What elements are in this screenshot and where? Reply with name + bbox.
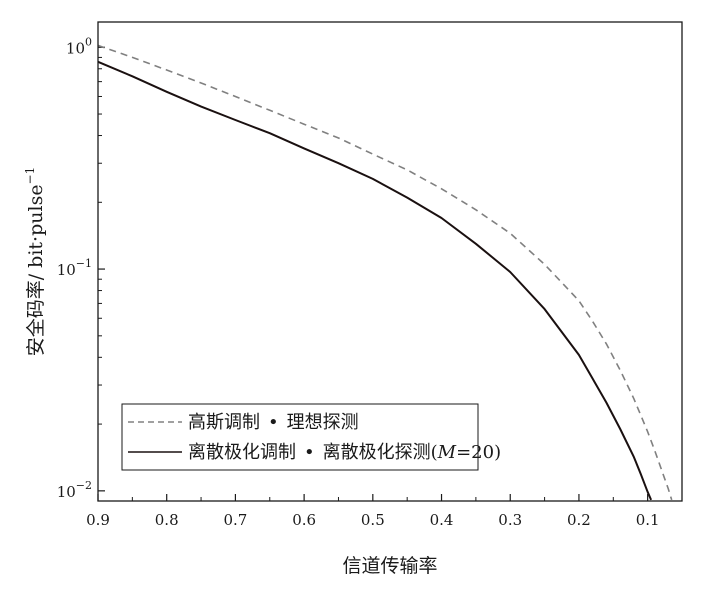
y-axis-title-superscript: −1 <box>23 167 37 185</box>
x-tick-label: 0.3 <box>498 511 522 529</box>
y-tick-label: 10−1 <box>57 257 92 279</box>
y-tick-label: 100 <box>66 35 92 57</box>
legend-label-discrete: 离散极化调制 • 离散极化探测(M=20) <box>188 442 501 463</box>
plot-frame <box>97 21 683 502</box>
x-tick-label: 0.4 <box>430 511 454 529</box>
x-axis-title: 信道传输率 <box>342 555 437 577</box>
x-tick-label: 0.2 <box>567 511 591 529</box>
x-tick-label: 0.8 <box>155 511 179 529</box>
y-tick-label: 10−2 <box>57 479 92 501</box>
legend-label-discrete-m: M <box>437 442 457 463</box>
legend-label-gaussian: 高斯调制 • 理想探测 <box>188 412 359 433</box>
legend-box <box>121 403 479 471</box>
series-layer <box>97 44 673 501</box>
x-tick-label: 0.1 <box>636 511 660 529</box>
y-axis-title: 安全码率/ bit·pulse−1 <box>23 167 47 357</box>
legend-label-discrete-part-1: 离散极化调制 <box>188 442 296 463</box>
legend-label-discrete-part-2: 离散极化探测( <box>323 442 438 463</box>
legend-bullet-gaussian: • <box>268 412 279 433</box>
series-line-gaussian <box>97 44 673 501</box>
legend-label-gaussian-part-2: 理想探测 <box>287 412 359 433</box>
legend-bullet-discrete: • <box>304 442 315 463</box>
x-tick-label: 0.9 <box>86 511 110 529</box>
series-line-discrete <box>97 60 653 501</box>
y-axis: 100 10−1 10−2 <box>57 35 105 502</box>
y-axis-title-text: 安全码率/ bit·pulse <box>25 184 47 356</box>
x-tick-label: 0.6 <box>292 511 316 529</box>
legend: 高斯调制 • 理想探测 离散极化调制 • 离散极化探测(M=20) <box>121 403 501 471</box>
legend-label-gaussian-part-1: 高斯调制 <box>188 412 260 433</box>
legend-label-discrete-part-3: =20) <box>456 442 501 463</box>
x-axis: 0.9 0.8 0.7 0.6 0.5 0.4 0.3 0.2 0.1 <box>86 494 660 529</box>
x-tick-label: 0.5 <box>361 511 385 529</box>
x-tick-label: 0.7 <box>223 511 247 529</box>
